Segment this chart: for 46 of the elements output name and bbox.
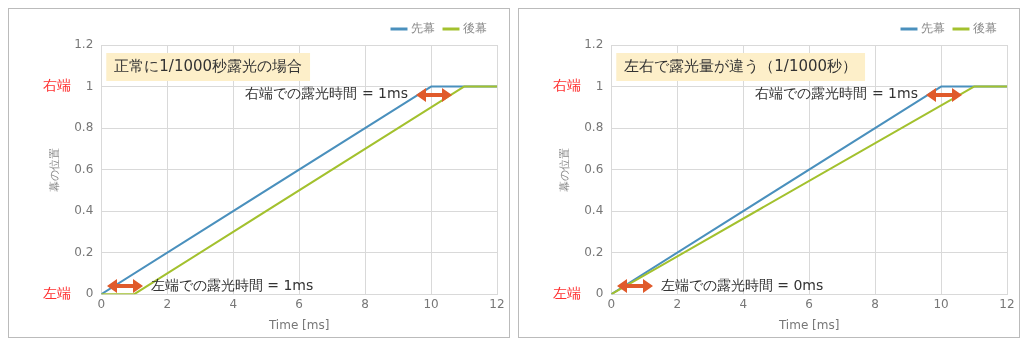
legend-label: 先幕 <box>411 21 435 36</box>
x-tick-label: 6 <box>295 296 303 311</box>
x-axis-title: Time [ms] <box>267 317 330 332</box>
annotation: 左端での露光時間 = 1ms <box>150 276 314 293</box>
y-tick-label: 1.2 <box>584 37 604 52</box>
y-tick-label: 0.6 <box>584 161 604 176</box>
x-tick-label: 4 <box>739 296 748 311</box>
annotation: 右端での露光時間 = 1ms <box>755 85 918 102</box>
x-tick-label: 10 <box>933 296 949 311</box>
x-tick-label: 8 <box>871 296 879 311</box>
legend-label: 後幕 <box>463 21 487 36</box>
x-tick-label: 8 <box>361 296 369 311</box>
y-tick-label: 1.2 <box>74 37 94 52</box>
x-tick-label: 0 <box>607 296 616 311</box>
text: 右端 <box>553 77 582 94</box>
legend-label: 後幕 <box>973 21 997 36</box>
text: 左端 <box>553 284 582 301</box>
y-tick-label: 0.4 <box>74 203 94 218</box>
y-tick-label: 0.8 <box>74 120 94 135</box>
legend-label: 先幕 <box>921 21 945 36</box>
y-axis-title: 幕の位置 <box>48 147 62 192</box>
text: 右端 <box>43 77 72 94</box>
y-tick-label: 0.2 <box>74 244 94 259</box>
text: 左右で露光量が違う（1/1000秒） <box>624 56 858 75</box>
y-tick-label: 0 <box>85 286 94 301</box>
text: 左端 <box>43 284 72 301</box>
x-tick-label: 2 <box>163 296 172 311</box>
y-tick-label: 0.6 <box>74 161 94 176</box>
y-tick-label: 0.2 <box>584 244 604 259</box>
x-tick-label: 10 <box>423 296 439 311</box>
y-tick-label: 0.4 <box>584 203 604 218</box>
y-tick-label: 0 <box>595 286 604 301</box>
annotation: 右端での露光時間 = 1ms <box>245 85 408 102</box>
x-tick-label: 0 <box>97 296 106 311</box>
x-tick-label: 12 <box>999 296 1015 311</box>
y-tick-label: 1 <box>595 78 604 93</box>
y-axis-title: 幕の位置 <box>558 147 572 192</box>
x-axis-title: Time [ms] <box>777 317 840 332</box>
x-tick-label: 12 <box>489 296 505 311</box>
x-tick-label: 6 <box>805 296 813 311</box>
x-tick-label: 4 <box>229 296 238 311</box>
y-tick-label: 0.8 <box>584 120 604 135</box>
text: 正常に1/1000秒露光の場合 <box>114 56 303 75</box>
x-tick-label: 2 <box>673 296 682 311</box>
annotation: 左端での露光時間 = 0ms <box>660 276 824 293</box>
y-tick-label: 1 <box>85 78 94 93</box>
